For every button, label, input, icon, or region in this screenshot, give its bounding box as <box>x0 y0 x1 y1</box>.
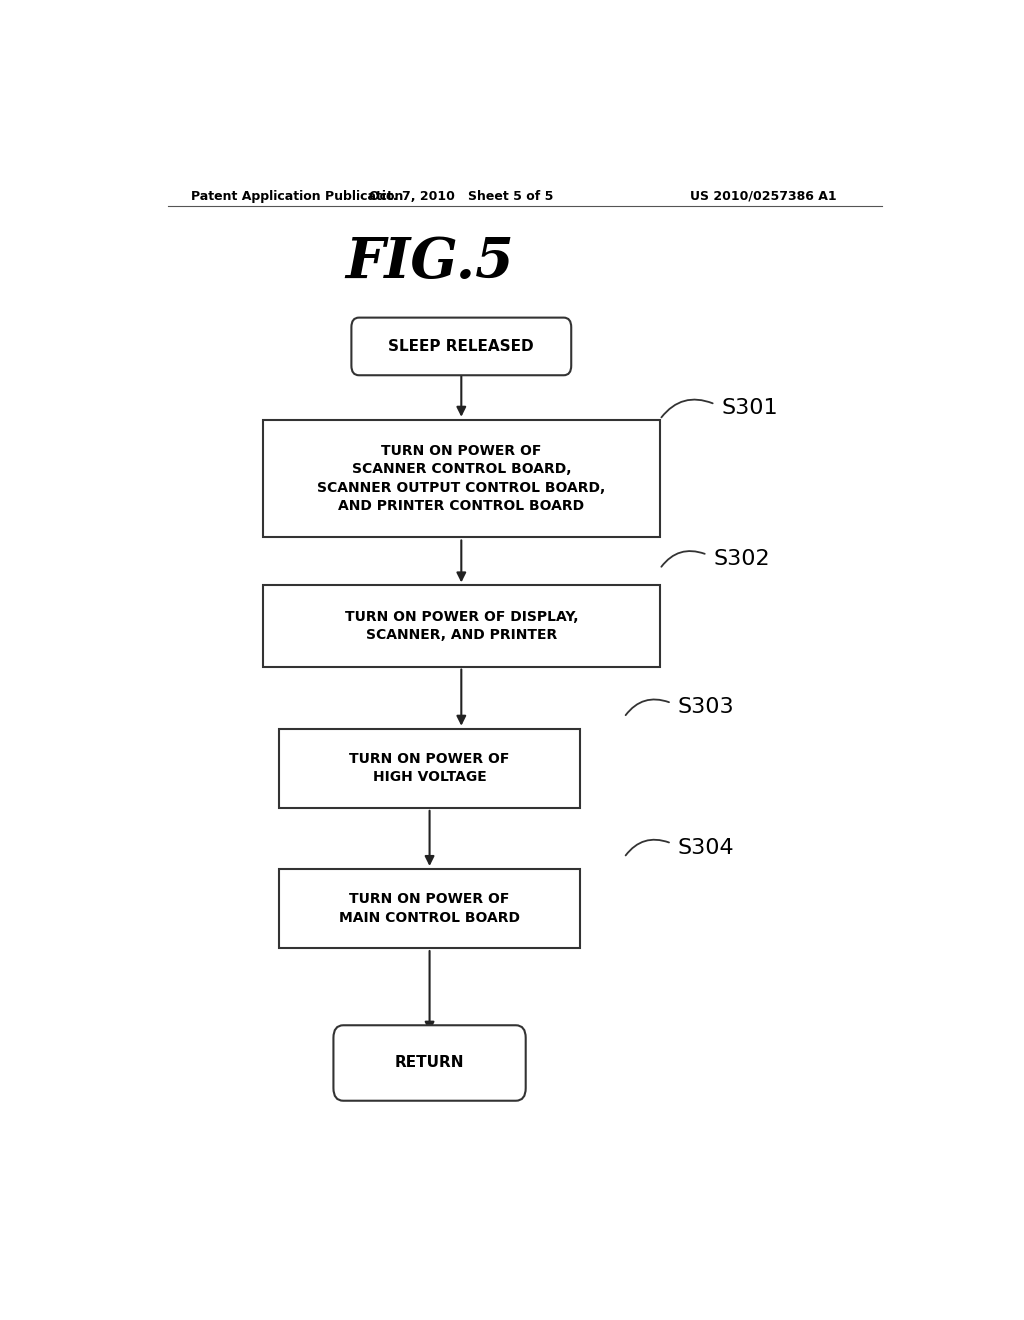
Text: S301: S301 <box>722 399 778 418</box>
Bar <box>279 729 581 808</box>
Text: SLEEP RELEASED: SLEEP RELEASED <box>388 339 535 354</box>
Bar <box>263 420 659 537</box>
Text: S304: S304 <box>678 837 734 858</box>
Text: S302: S302 <box>714 549 770 569</box>
Text: FIG.5: FIG.5 <box>345 235 514 289</box>
Text: Patent Application Publication: Patent Application Publication <box>191 190 403 202</box>
Text: RETURN: RETURN <box>395 1056 464 1071</box>
Text: TURN ON POWER OF DISPLAY,
SCANNER, AND PRINTER: TURN ON POWER OF DISPLAY, SCANNER, AND P… <box>344 610 579 642</box>
Text: S303: S303 <box>678 697 734 717</box>
Text: TURN ON POWER OF
SCANNER CONTROL BOARD,
SCANNER OUTPUT CONTROL BOARD,
AND PRINTE: TURN ON POWER OF SCANNER CONTROL BOARD, … <box>317 444 605 513</box>
FancyBboxPatch shape <box>351 318 571 375</box>
Text: TURN ON POWER OF
HIGH VOLTAGE: TURN ON POWER OF HIGH VOLTAGE <box>349 752 510 784</box>
Text: US 2010/0257386 A1: US 2010/0257386 A1 <box>689 190 837 202</box>
FancyBboxPatch shape <box>334 1026 525 1101</box>
Bar <box>279 869 581 948</box>
Text: Oct. 7, 2010   Sheet 5 of 5: Oct. 7, 2010 Sheet 5 of 5 <box>369 190 554 202</box>
Text: TURN ON POWER OF
MAIN CONTROL BOARD: TURN ON POWER OF MAIN CONTROL BOARD <box>339 892 520 925</box>
Bar <box>263 585 659 667</box>
